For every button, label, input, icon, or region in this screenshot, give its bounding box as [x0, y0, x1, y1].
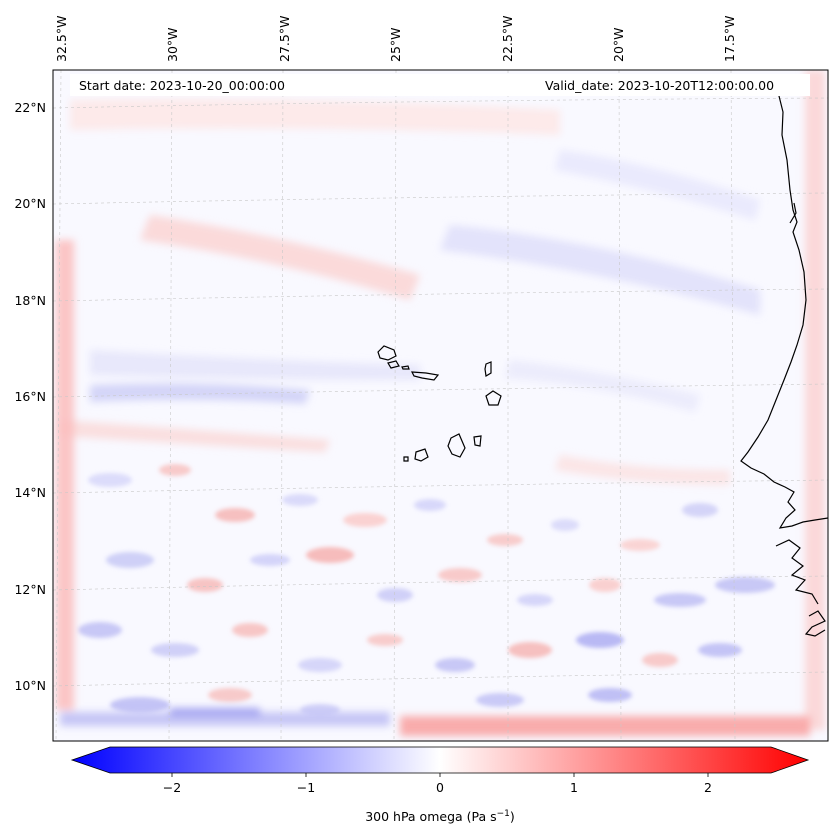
island-sao-nicolau	[410, 371, 440, 381]
island-santiago	[447, 433, 466, 458]
island-sao-vicente	[387, 360, 400, 369]
lat-label: 12°N	[14, 582, 46, 597]
coastline	[740, 77, 828, 637]
colorbar: −2 −1 0 1 2 300 hPa omega (Pa s−1)	[70, 746, 810, 824]
lon-label: 20°W	[611, 27, 626, 62]
header-strip	[70, 74, 810, 96]
colorbar-tick-label: 2	[704, 780, 712, 795]
lon-label: 25°W	[388, 27, 403, 62]
africa-coast	[740, 77, 828, 529]
island-santa-luzia	[401, 365, 410, 370]
island-sal	[484, 361, 492, 377]
lon-label: 22.5°W	[500, 16, 515, 62]
colorbar-tick-label: 1	[570, 780, 578, 795]
island-boa-vista	[485, 390, 502, 406]
graticule	[53, 70, 828, 741]
lat-label: 10°N	[14, 678, 46, 693]
colorbar-label-exp: −1	[497, 809, 510, 819]
island-brava	[403, 456, 409, 462]
map-panel: Start date: 2023-10-20_00:00:00 Valid_da…	[52, 69, 829, 742]
map-frame	[52, 69, 829, 742]
island-maio	[473, 435, 482, 447]
lon-label: 30°W	[165, 27, 180, 62]
lat-label: 22°N	[14, 100, 46, 115]
lat-label: 18°N	[14, 293, 46, 308]
colorbar-label-main: 300 hPa omega (Pa s	[365, 809, 496, 824]
longitude-labels: 32.5°W 30°W 27.5°W 25°W 22.5°W 20°W 17.5…	[54, 16, 737, 62]
colorbar-label: 300 hPa omega (Pa s−1)	[365, 809, 515, 824]
lon-label: 27.5°W	[277, 16, 292, 62]
lat-label: 20°N	[14, 196, 46, 211]
lat-label: 14°N	[14, 485, 46, 500]
lat-label: 16°N	[14, 389, 46, 404]
valid-date-label: Valid_date: 2023-10-20T12:00:00.00	[545, 78, 774, 93]
colorbar-body	[70, 746, 810, 774]
colorbar-tick-label: −2	[163, 780, 181, 795]
colorbar-tick-label: −1	[297, 780, 315, 795]
start-date-label: Start date: 2023-10-20_00:00:00	[79, 78, 285, 93]
colorbar-label-close: )	[510, 809, 515, 824]
omega-field	[56, 70, 825, 736]
latitude-labels: 22°N 20°N 18°N 16°N 14°N 12°N 10°N	[14, 100, 46, 693]
colorbar-tick-label: 0	[436, 780, 444, 795]
lon-label: 17.5°W	[722, 16, 737, 62]
cape-verde-islands	[377, 345, 502, 462]
island-santo-antao	[377, 345, 397, 361]
colorbar-ticks	[171, 773, 709, 777]
island-fogo	[414, 448, 429, 462]
lon-label: 32.5°W	[54, 16, 69, 62]
